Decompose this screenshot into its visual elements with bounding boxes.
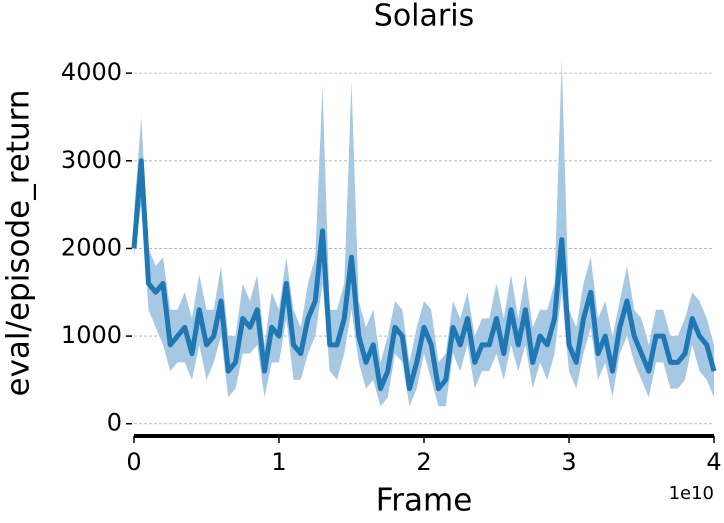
- mean-line: [131, 158, 717, 392]
- x-tick-label: 3: [561, 448, 576, 476]
- y-tick-label: 0: [107, 409, 122, 437]
- y-tick-label: 4000: [61, 58, 122, 86]
- y-tick-label: 2000: [61, 233, 122, 261]
- x-tick-label: 1: [271, 448, 286, 476]
- x-tick-label: 0: [126, 448, 141, 476]
- y-axis-label: eval/episode_return: [1, 90, 37, 397]
- x-offset-label: 1e10: [669, 483, 714, 504]
- x-axis-label: Frame: [376, 483, 473, 519]
- chart-title: Solaris: [374, 0, 474, 34]
- y-tick-label: 3000: [61, 146, 122, 174]
- x-tick-label: 4: [706, 448, 721, 476]
- y-tick-label: 1000: [61, 321, 122, 349]
- x-tick-label: 2: [416, 448, 431, 476]
- confidence-band: [134, 60, 714, 407]
